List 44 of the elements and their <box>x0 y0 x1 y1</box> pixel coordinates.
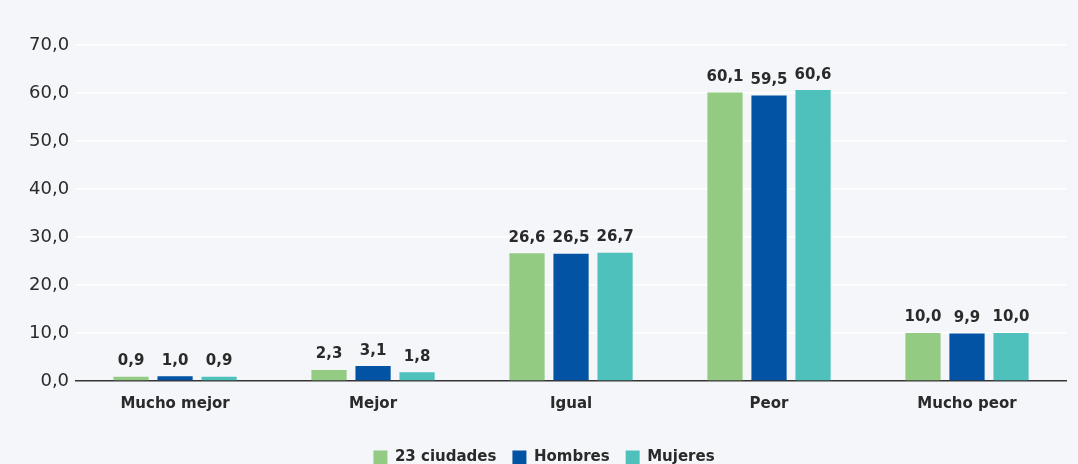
y-tick-label: 10,0 <box>29 320 70 342</box>
data-label: 26,5 <box>552 228 590 247</box>
data-label: 1,8 <box>403 346 431 365</box>
bar <box>993 333 1029 381</box>
bar <box>597 252 633 381</box>
y-tick-label: 30,0 <box>29 224 70 246</box>
y-tick-label: 70,0 <box>29 32 70 54</box>
bar <box>905 333 941 381</box>
legend-label: Mujeres <box>647 447 715 464</box>
x-tick-label: Mejor <box>349 393 398 412</box>
data-label: 0,9 <box>117 351 145 370</box>
data-label: 10,0 <box>904 307 942 326</box>
legend-label: 23 ciudades <box>394 447 497 464</box>
data-label: 26,6 <box>508 227 546 246</box>
bar <box>399 372 435 381</box>
data-label: 0,9 <box>205 351 233 370</box>
bar <box>949 333 985 381</box>
data-label: 60,1 <box>706 66 744 85</box>
bar <box>157 376 193 381</box>
data-label: 59,5 <box>750 69 788 88</box>
bar <box>707 92 743 381</box>
y-tick-label: 0,0 <box>40 368 70 390</box>
data-label: 1,0 <box>161 350 189 369</box>
data-label: 9,9 <box>953 307 981 326</box>
x-tick-label: Mucho peor <box>917 393 1018 412</box>
x-tick-label: Peor <box>749 393 790 412</box>
data-label: 60,6 <box>794 64 832 83</box>
legend-label: Hombres <box>533 447 610 464</box>
data-label: 2,3 <box>315 344 343 363</box>
data-label: 3,1 <box>359 340 387 359</box>
y-tick-label: 40,0 <box>29 176 70 198</box>
bar <box>509 253 545 381</box>
bar <box>355 366 391 381</box>
y-tick-label: 20,0 <box>29 272 70 294</box>
bar <box>311 369 347 381</box>
bar <box>553 253 589 381</box>
x-tick-label: Igual <box>549 393 593 412</box>
data-label: 26,7 <box>596 227 634 246</box>
y-tick-label: 60,0 <box>29 80 70 102</box>
y-tick-label: 50,0 <box>29 128 70 150</box>
x-tick-label: Mucho mejor <box>120 393 231 412</box>
data-label: 10,0 <box>992 307 1030 326</box>
bar <box>795 90 831 381</box>
bar <box>751 95 787 381</box>
